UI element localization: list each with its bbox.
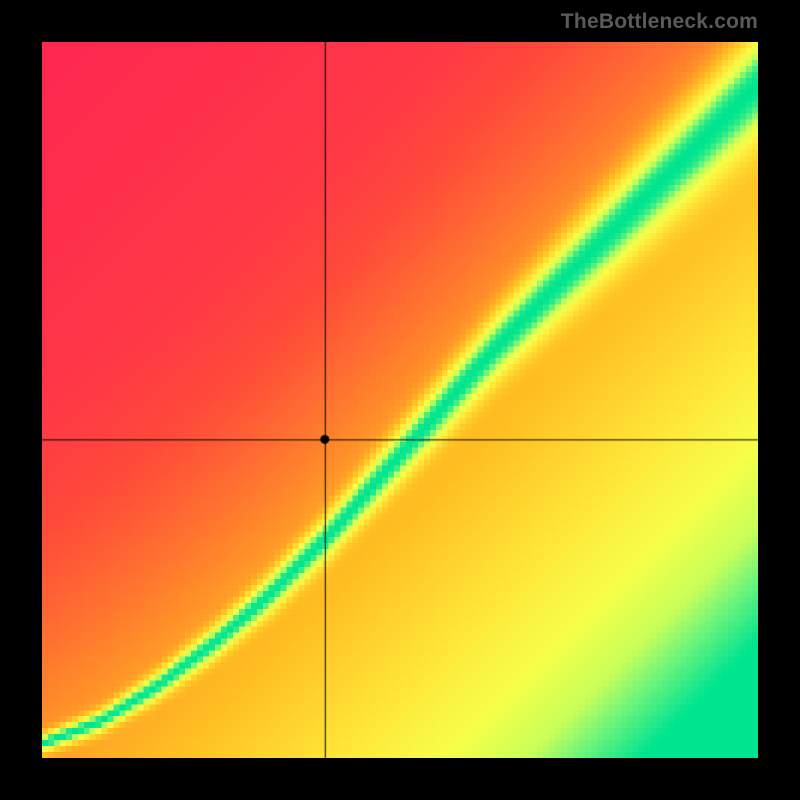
chart-container: TheBottleneck.com [0, 0, 800, 800]
bottleneck-heatmap [42, 42, 758, 758]
watermark-text: TheBottleneck.com [561, 10, 758, 34]
